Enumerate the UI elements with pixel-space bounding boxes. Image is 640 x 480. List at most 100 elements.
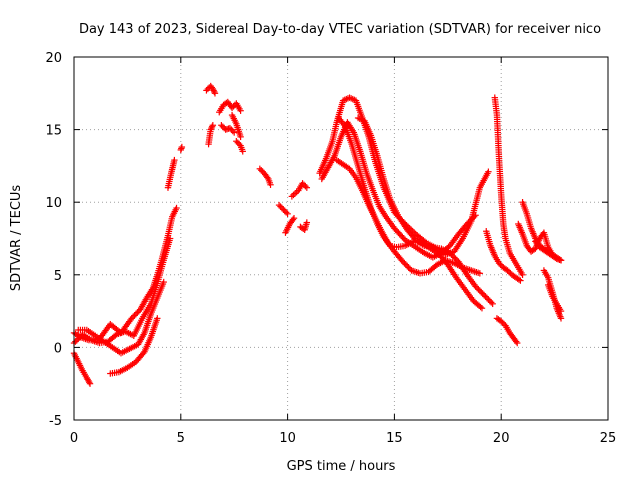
series-h <box>203 82 219 97</box>
y-tick-label: 20 <box>45 51 62 66</box>
data-point <box>208 123 216 130</box>
data-point <box>256 165 264 173</box>
x-axis-ticks: 0 5 10 15 20 25 <box>70 57 616 446</box>
data-point <box>209 122 217 129</box>
data-point <box>282 209 290 216</box>
data-point <box>404 262 411 270</box>
series-ac <box>532 238 565 264</box>
data-point <box>134 309 141 316</box>
data-point <box>239 148 246 155</box>
data-point <box>72 338 79 345</box>
data-point <box>131 312 138 319</box>
x-tick-label: 5 <box>177 431 185 446</box>
data-point <box>281 207 288 215</box>
y-tick-label: 10 <box>45 196 62 211</box>
series-j <box>216 98 244 116</box>
data-point <box>291 190 299 197</box>
chart-title: Day 143 of 2023, Sidereal Day-to-day VTE… <box>79 22 601 37</box>
data-point <box>452 255 459 263</box>
data-point <box>290 191 297 199</box>
series-a <box>70 204 180 344</box>
data-point <box>512 338 520 345</box>
data-point <box>277 203 284 210</box>
data-point <box>515 276 523 283</box>
data-point <box>472 212 479 219</box>
data-point <box>499 319 506 326</box>
data-point <box>303 184 311 191</box>
data-point <box>171 156 178 164</box>
data-point <box>476 287 484 294</box>
data-point <box>552 254 559 262</box>
data-point <box>229 127 236 135</box>
data-point <box>154 315 161 322</box>
data-point <box>166 235 174 242</box>
data-point <box>486 297 494 305</box>
series-c <box>75 278 167 357</box>
series-t <box>318 119 479 261</box>
data-point <box>237 107 244 114</box>
y-axis-ticks: -5 0 5 10 15 20 <box>45 51 608 429</box>
data-points <box>70 82 565 387</box>
y-tick-label: -5 <box>49 414 62 429</box>
data-point <box>497 261 504 268</box>
data-point <box>466 217 474 225</box>
series-x <box>491 94 526 278</box>
x-tick-label: 0 <box>70 431 78 446</box>
data-point <box>173 204 180 212</box>
data-point <box>463 220 471 228</box>
data-point <box>469 214 476 222</box>
series-l <box>228 111 244 141</box>
data-point <box>485 296 492 303</box>
data-point <box>76 334 83 341</box>
data-point <box>476 270 484 277</box>
data-point <box>468 216 475 223</box>
data-point <box>498 318 505 325</box>
x-tick-label: 15 <box>386 431 403 446</box>
data-point <box>557 257 565 264</box>
y-tick-label: 5 <box>54 269 62 284</box>
data-point <box>278 204 286 212</box>
data-point <box>218 122 225 129</box>
data-point <box>86 380 94 387</box>
series-g <box>177 143 186 154</box>
data-point <box>228 104 236 112</box>
data-point <box>267 181 274 188</box>
x-tick-label: 25 <box>600 431 617 446</box>
series-z <box>493 315 521 347</box>
data-point <box>470 213 478 220</box>
series-e <box>70 350 94 387</box>
data-point <box>465 219 472 226</box>
data-point <box>478 289 485 296</box>
data-point <box>475 286 482 293</box>
data-point <box>258 167 265 174</box>
data-point <box>480 291 488 299</box>
series-o <box>275 201 291 218</box>
grid <box>74 57 608 420</box>
data-point <box>228 126 235 133</box>
series-r <box>297 219 311 233</box>
x-tick-label: 20 <box>493 431 510 446</box>
data-point <box>401 259 408 267</box>
data-point <box>349 95 356 103</box>
data-point <box>482 293 489 300</box>
data-point <box>290 214 298 222</box>
series-ae <box>544 281 565 315</box>
data-point <box>399 258 407 265</box>
data-point <box>519 271 526 278</box>
data-point <box>230 103 237 110</box>
data-point <box>405 264 412 271</box>
data-point <box>264 174 271 181</box>
x-tick-label: 10 <box>279 431 296 446</box>
data-point <box>451 254 458 261</box>
data-point <box>514 339 521 347</box>
data-point <box>343 95 350 103</box>
data-point <box>557 307 565 315</box>
data-point <box>485 168 492 175</box>
data-point <box>140 350 147 357</box>
y-axis-label: SDTVAR / TECUs <box>9 185 24 292</box>
data-point <box>483 294 491 302</box>
data-point <box>211 88 218 96</box>
data-point <box>226 124 234 132</box>
data-point <box>302 183 309 190</box>
